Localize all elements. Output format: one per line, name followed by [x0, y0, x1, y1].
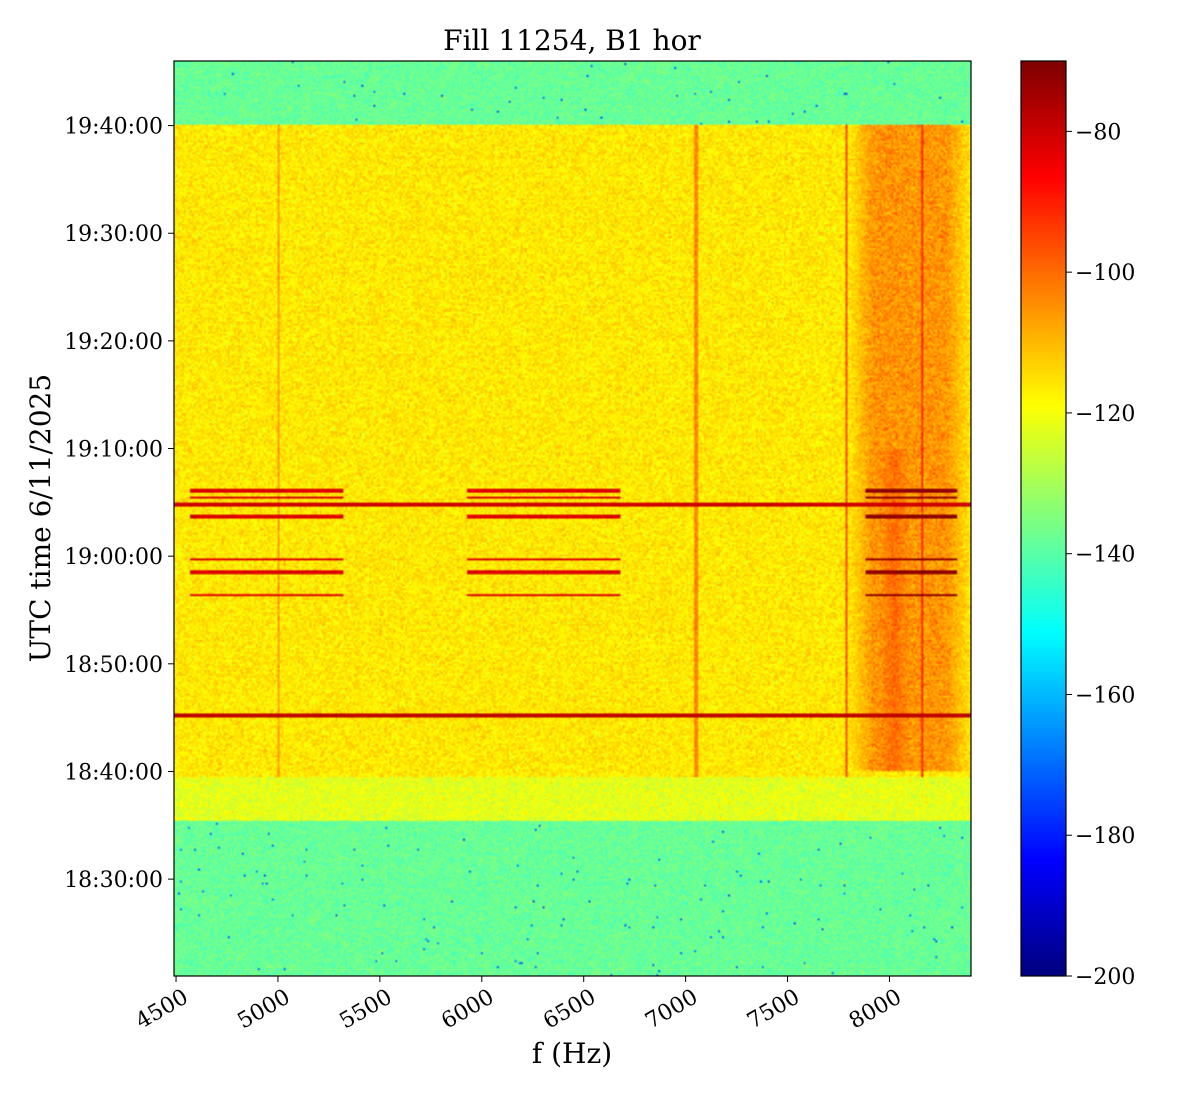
x-tick-label: 7000: [641, 985, 702, 1035]
chart-title: Fill 11254, B1 hor: [443, 24, 701, 57]
y-axis: 18:30:00 18:40:00 18:50:00 19:00:00 19:10:00…: [64, 115, 174, 893]
y-axis-label: UTC time 6/11/2025: [24, 374, 57, 662]
x-tick-label: 5000: [234, 985, 295, 1035]
y-tick-label: 19:10:00: [64, 438, 163, 463]
x-tick-label: 7500: [743, 985, 804, 1035]
x-tick-label: 8000: [845, 985, 906, 1035]
y-tick-label: 18:40:00: [64, 760, 163, 785]
colorbar-tick-label: −140: [1075, 543, 1135, 568]
x-tick-label: 4500: [132, 985, 193, 1035]
colorbar-frame: [1020, 60, 1067, 977]
colorbar-tick-label: −180: [1075, 824, 1135, 849]
colorbar-tick-label: −80: [1075, 120, 1121, 145]
y-tick-label: 19:30:00: [64, 222, 163, 247]
heatmap-image: [174, 61, 971, 976]
colorbar-tick-label: −160: [1075, 683, 1135, 708]
x-axis-label: f (Hz): [532, 1037, 612, 1070]
colorbar: −80 −100 −120 −140 −160 −180 −200: [1020, 60, 1135, 990]
y-tick-label: 19:20:00: [64, 330, 163, 355]
colorbar-gradient: [1021, 61, 1066, 976]
x-tick-label: 6000: [437, 985, 498, 1035]
colorbar-tick-label: −120: [1075, 402, 1135, 427]
colorbar-tick-label: −200: [1075, 965, 1135, 990]
x-axis: 4500 5000 5500 6000 6500 7000 7500 8000: [132, 976, 906, 1034]
plot-frame: [173, 60, 972, 977]
y-tick-label: 19:00:00: [64, 545, 163, 570]
colorbar-ticks: −80 −100 −120 −140 −160 −180 −200: [1066, 120, 1135, 990]
y-tick-label: 18:50:00: [64, 653, 163, 678]
heatmap-area: [173, 60, 972, 977]
x-tick-label: 6500: [539, 985, 600, 1035]
y-tick-label: 18:30:00: [64, 868, 163, 893]
colorbar-tick-label: −100: [1075, 261, 1135, 286]
x-tick-label: 5500: [335, 985, 396, 1035]
y-tick-label: 19:40:00: [64, 115, 163, 140]
